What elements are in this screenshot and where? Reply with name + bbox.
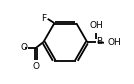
Text: OH: OH bbox=[107, 38, 121, 47]
Text: B: B bbox=[96, 37, 102, 47]
Text: O: O bbox=[32, 62, 39, 71]
Text: OH: OH bbox=[90, 21, 103, 30]
Text: O: O bbox=[20, 43, 27, 52]
Text: F: F bbox=[41, 14, 46, 23]
